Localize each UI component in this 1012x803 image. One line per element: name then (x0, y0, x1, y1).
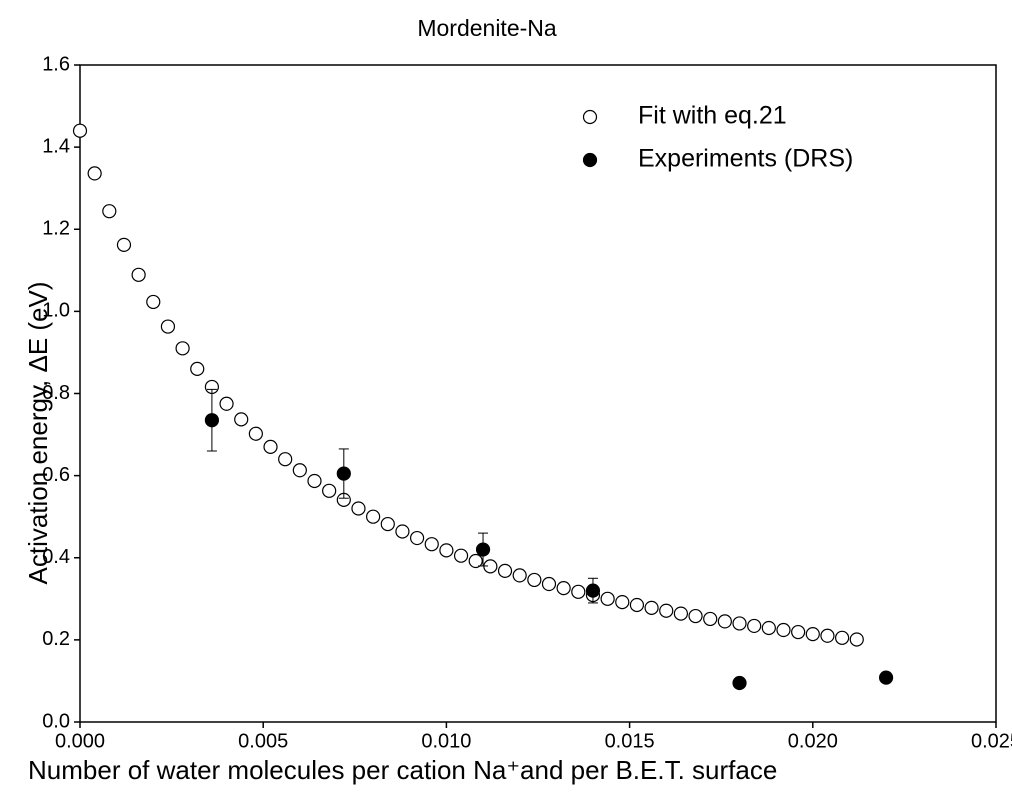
x-tick-label: 0.020 (788, 730, 838, 752)
data-point (322, 483, 337, 498)
x-tick-label: 0.025 (971, 730, 1012, 752)
x-axis-label: Number of water molecules per cation Na⁺… (28, 755, 777, 785)
data-point (116, 237, 132, 252)
data-point (600, 591, 615, 606)
data-point (659, 603, 674, 618)
data-point (175, 341, 190, 356)
data-point (395, 524, 410, 539)
data-point (835, 630, 850, 645)
data-point (791, 624, 806, 640)
data-point (380, 516, 395, 532)
legend-marker (582, 109, 598, 125)
y-tick-label: 0.2 (42, 628, 70, 650)
y-tick-label: 1.6 (42, 53, 70, 75)
data-point (424, 537, 439, 552)
data-point (234, 412, 249, 427)
data-point (527, 572, 542, 588)
data-point (190, 361, 205, 376)
x-tick-label: 0.000 (55, 730, 105, 752)
data-point (629, 597, 645, 613)
data-point (497, 563, 513, 578)
data-point (703, 611, 718, 627)
chart-title: Mordenite-Na (417, 15, 557, 41)
data-point (307, 473, 322, 489)
data-point (248, 426, 263, 441)
data-point (805, 627, 820, 642)
data-point (644, 600, 659, 615)
data-point (878, 670, 894, 685)
y-tick-label: 0.0 (42, 710, 70, 732)
y-tick-label: 0.8 (42, 382, 70, 404)
data-point (439, 543, 454, 558)
data-point (776, 622, 791, 638)
data-point (512, 568, 527, 583)
data-point (468, 553, 483, 569)
x-tick-label: 0.005 (238, 730, 288, 752)
plot-frame (79, 64, 997, 723)
data-point (585, 583, 601, 598)
data-point (263, 439, 278, 454)
data-point (131, 267, 146, 282)
data-point (146, 294, 161, 310)
data-point (409, 530, 425, 546)
data-point (219, 396, 234, 411)
y-tick-label: 0.4 (42, 546, 70, 568)
x-tick-label: 0.015 (605, 730, 655, 752)
data-point (717, 614, 732, 629)
legend-marker (582, 152, 598, 168)
data-point (475, 542, 491, 557)
data-point (571, 584, 586, 599)
data-point (278, 452, 293, 467)
data-point (72, 123, 88, 138)
data-point (732, 675, 747, 691)
data-point (820, 628, 835, 643)
data-point (336, 466, 351, 481)
legend-label: Fit with eq.21 (638, 102, 787, 130)
y-tick-label: 0.6 (42, 464, 70, 486)
legend-label: Experiments (DRS) (638, 145, 853, 173)
x-tick-label: 0.010 (421, 730, 471, 752)
data-point (541, 576, 557, 592)
data-point (87, 166, 102, 181)
data-point (366, 509, 381, 524)
data-point (351, 501, 366, 516)
data-point (849, 632, 864, 647)
y-tick-label: 1.4 (42, 135, 70, 157)
y-tick-label: 1.2 (42, 218, 70, 240)
y-tick-label: 1.0 (42, 300, 70, 322)
data-point (747, 618, 762, 634)
data-point (453, 548, 469, 563)
data-point (292, 463, 307, 478)
data-point (204, 413, 220, 428)
data-point (688, 608, 703, 624)
data-point (615, 594, 630, 610)
data-point (732, 616, 747, 631)
data-point (160, 319, 176, 334)
data-point (761, 620, 776, 636)
data-point (673, 606, 688, 621)
data-point (102, 204, 117, 219)
data-point (556, 581, 571, 596)
y-axis-label: Activation energy, ΔE (eV) (23, 281, 53, 584)
